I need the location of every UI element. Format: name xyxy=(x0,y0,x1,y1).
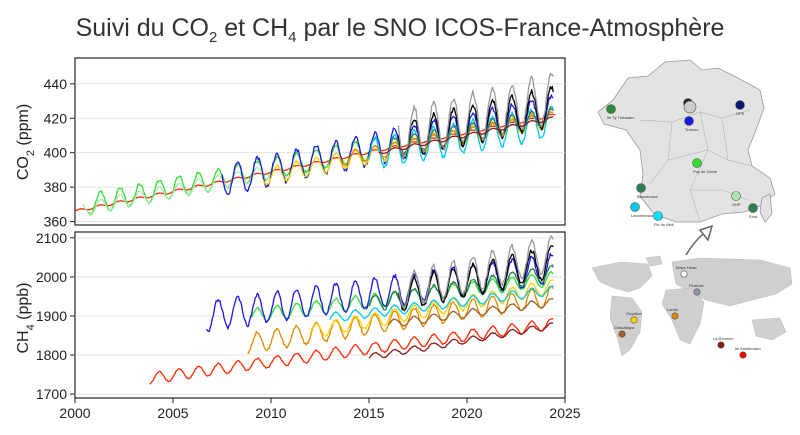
co2-panel: 360 380 400 420 440 CO2 (ppm) xyxy=(15,57,566,230)
world-station-marker xyxy=(693,288,701,296)
x-axis-ticks: 2000 2005 2010 2015 2020 2025 xyxy=(59,398,581,421)
co2-grid xyxy=(75,83,565,222)
world-station-label: Guyaflux xyxy=(626,311,642,316)
co2-plot-frame xyxy=(74,57,566,226)
co2-series-line xyxy=(397,72,554,158)
world-station-label: La Réunion xyxy=(713,336,733,341)
ch4-panel: 1700 1800 1900 2000 2100 2000 2005 2010 2015 202… xyxy=(15,230,581,421)
world-map: Mace Head Pirabaki Guyaflux Chacaltaya Lamto… xyxy=(588,255,798,375)
world-station-marker xyxy=(680,270,688,278)
france-station-marker xyxy=(636,183,646,193)
world-station-label: Lamto xyxy=(667,307,679,312)
france-station-label: Pic du Midi xyxy=(654,222,674,227)
co2-series-group xyxy=(74,72,556,216)
ch4-ytick-label: 2000 xyxy=(36,269,67,285)
world-station-label: Mace Head xyxy=(676,265,696,270)
ch4-series-group xyxy=(149,235,554,385)
region-borders xyxy=(639,109,753,223)
france-stations: Ile Ty Trebaden Trainou OPE Puy de Dôme Bisc… xyxy=(606,98,758,227)
co2-series-line xyxy=(397,85,554,159)
world-station-marker xyxy=(739,351,747,359)
ch4-series-line xyxy=(397,245,554,312)
france-station-marker xyxy=(683,100,697,114)
xtick-label: 2005 xyxy=(157,405,188,421)
world-station-label: Chacaltaya xyxy=(614,325,635,330)
world-station-marker xyxy=(717,341,725,349)
co2-yticks: 360 380 400 420 440 xyxy=(44,76,75,230)
ch4-series-line xyxy=(247,285,554,355)
co2-ytick-label: 400 xyxy=(44,145,68,161)
co2-series-line xyxy=(378,116,554,155)
chart-title: Suivi du CO2 et CH4 par le SNO ICOS-Fran… xyxy=(75,14,725,46)
ch4-ytick-label: 1800 xyxy=(36,347,67,363)
ch4-yticks: 1700 1800 1900 2000 2100 xyxy=(36,230,75,402)
ch4-plot-frame xyxy=(74,231,566,399)
ch4-series-line xyxy=(309,279,554,337)
ch4-ytick-label: 1900 xyxy=(36,308,67,324)
ch4-ytick-label: 2100 xyxy=(36,230,67,246)
france-outline xyxy=(597,59,776,223)
france-station-label: OHP xyxy=(732,202,741,207)
france-station-marker xyxy=(653,211,663,221)
france-station-marker xyxy=(735,100,745,110)
co2-ytick-label: 440 xyxy=(44,76,68,92)
world-station-marker xyxy=(671,312,679,320)
ch4-series-line xyxy=(397,235,554,310)
world-station-label: Ile Amsterdam xyxy=(735,346,761,351)
xtick-label: 2020 xyxy=(451,405,482,421)
france-map: Ile Ty Trebaden Trainou OPE Puy de Dôme Bisc… xyxy=(597,59,776,227)
france-station-label: Lannemezan xyxy=(631,213,654,218)
ch4-series-line xyxy=(149,318,554,385)
co2-series-line xyxy=(82,166,272,216)
france-station-label: Trainou xyxy=(685,127,698,132)
ch4-ytick-label: 1700 xyxy=(36,386,67,402)
world-station-marker xyxy=(630,316,638,324)
co2-ylabel: CO2 (ppm) xyxy=(15,104,37,180)
xtick-label: 2025 xyxy=(549,405,580,421)
ch4-ylabel: CH4 (ppb) xyxy=(15,282,37,353)
world-station-marker xyxy=(618,330,626,338)
co2-series-line xyxy=(74,113,556,212)
continents xyxy=(591,255,793,357)
ch4-series-line xyxy=(388,297,554,327)
co2-ytick-label: 380 xyxy=(44,179,68,195)
france-station-label: OPE xyxy=(736,111,745,116)
france-station-label: Ersa xyxy=(749,214,758,219)
xtick-label: 2015 xyxy=(353,405,384,421)
france-station-label: Puy de Dôme xyxy=(693,169,718,174)
france-station-marker xyxy=(606,104,616,114)
world-station-label: Pirabaki xyxy=(689,283,704,288)
xtick-label: 2000 xyxy=(59,405,90,421)
ch4-series-line xyxy=(368,322,554,359)
france-station-label: Ile Ty Trebaden xyxy=(607,115,635,120)
co2-ytick-label: 420 xyxy=(44,110,68,126)
france-station-label: Biscarrosse xyxy=(637,194,659,199)
xtick-label: 2010 xyxy=(255,405,286,421)
co2-ytick-label: 360 xyxy=(44,214,68,230)
france-station-marker xyxy=(692,158,702,168)
co2-series-line xyxy=(368,105,554,169)
ch4-series-line xyxy=(329,285,554,322)
arrow-head-icon xyxy=(698,224,714,242)
france-station-marker xyxy=(684,116,694,126)
corsica-outline xyxy=(759,193,773,223)
france-station-marker xyxy=(630,202,640,212)
world-stations: Mace Head Pirabaki Guyaflux Chacaltaya Lamto… xyxy=(614,265,761,359)
france-station-marker xyxy=(748,203,758,213)
france-station-marker xyxy=(731,191,741,201)
